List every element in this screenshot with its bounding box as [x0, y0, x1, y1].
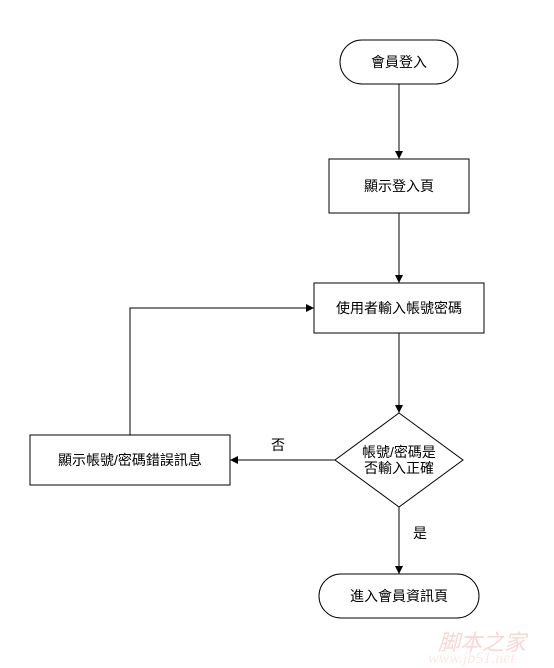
node-label: 顯示帳號/密碼錯誤訊息	[58, 452, 202, 468]
node-input: 使用者輸入帳號密碼	[314, 283, 484, 333]
edge	[130, 308, 314, 435]
node-error: 顯示帳號/密碼錯誤訊息	[30, 435, 230, 485]
node-label: 帳號/密碼是	[362, 444, 436, 460]
node-label: 否輸入正確	[364, 460, 434, 476]
node-decide: 帳號/密碼是否輸入正確	[335, 413, 463, 507]
node-label: 進入會員資訊頁	[350, 588, 448, 604]
node-end: 進入會員資訊頁	[319, 574, 479, 618]
node-label: 使用者輸入帳號密碼	[336, 300, 462, 316]
flowchart-canvas: 否是會員登入顯示登入頁使用者輸入帳號密碼帳號/密碼是否輸入正確顯示帳號/密碼錯誤…	[0, 0, 554, 662]
node-show: 顯示登入頁	[329, 159, 469, 213]
edge-label: 是	[413, 525, 427, 541]
node-start: 會員登入	[340, 40, 458, 84]
edge-label: 否	[271, 437, 285, 453]
node-label: 顯示登入頁	[364, 178, 434, 194]
node-label: 會員登入	[371, 54, 427, 70]
